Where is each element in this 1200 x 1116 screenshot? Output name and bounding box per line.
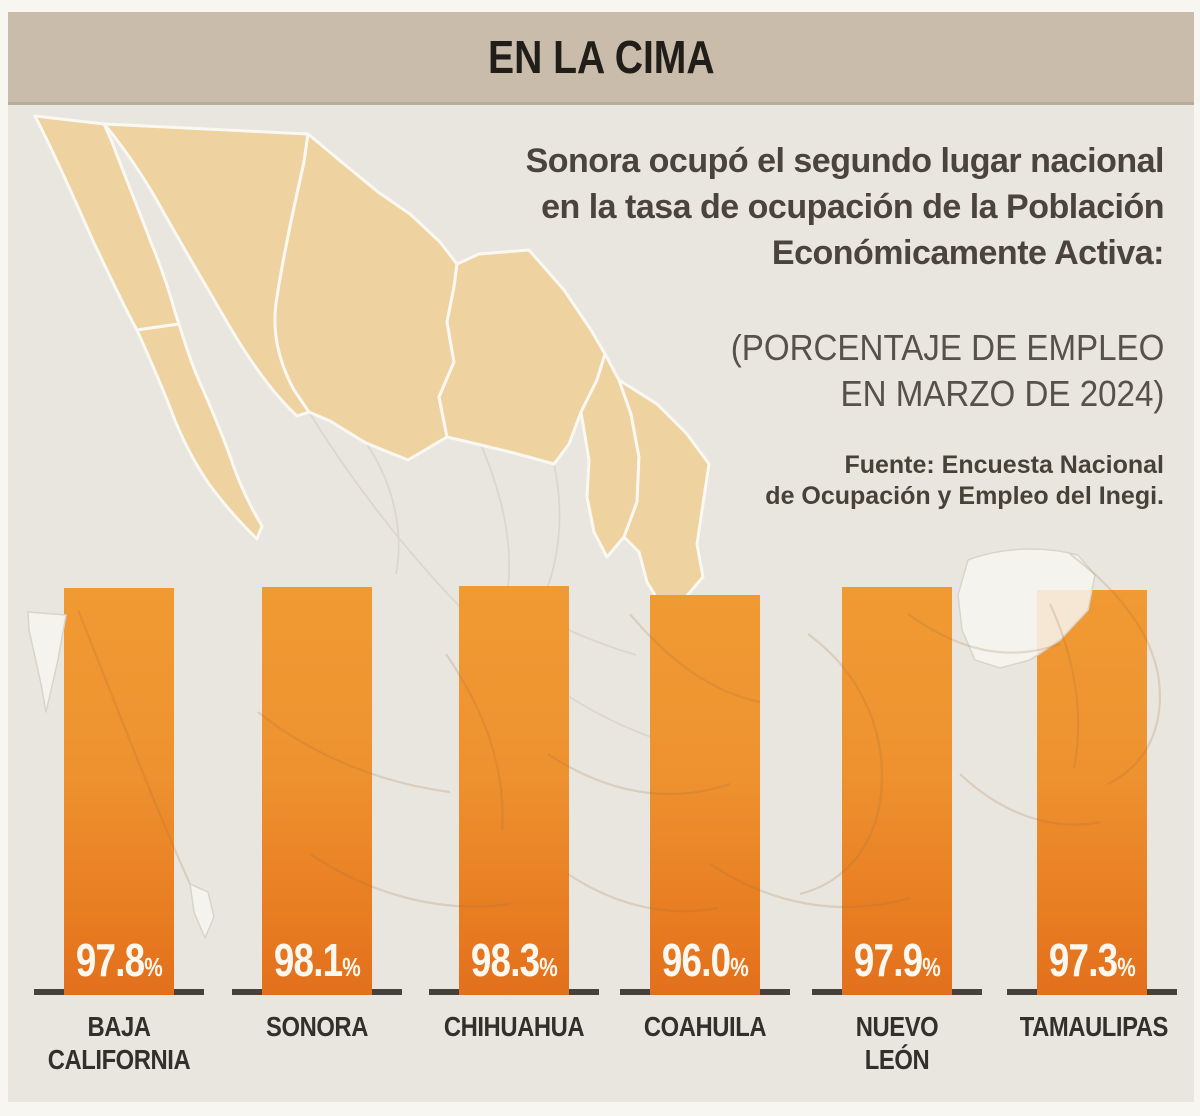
intro-line: Económicamente Activa: xyxy=(771,234,1165,272)
bar: 97.9% xyxy=(842,587,952,995)
state-chihuahua xyxy=(273,132,459,462)
bar-column-sonora: 98.1% SONORA xyxy=(232,582,402,1102)
state-sonora xyxy=(102,122,311,418)
bar: 97.3% xyxy=(1037,590,1147,995)
bar-value: 97.8% xyxy=(75,934,163,986)
bar: 96.0% xyxy=(650,595,760,995)
page-title: EN LA CIMA xyxy=(487,31,715,83)
percent-sign: % xyxy=(921,952,941,982)
bar-value: 98.1% xyxy=(273,934,361,986)
bar-column-nuevo-leon: 97.9% NUEVO LEÓN xyxy=(812,582,982,1102)
qualifier-line: (PORCENTAJE DE EMPLEO xyxy=(730,327,1164,368)
percent-sign: % xyxy=(538,952,558,982)
intro-line: en la tasa de ocupación de la Población xyxy=(541,188,1164,226)
infographic-panel: EN LA CIMA Sonora ocupó el segundo lugar… xyxy=(8,12,1194,1102)
bar-column-chihuahua: 98.3% CHIHUAHUA xyxy=(429,582,599,1102)
qualifier-line: EN MARZO DE 2024) xyxy=(840,373,1164,414)
state-label: COAHUILA xyxy=(643,1011,767,1042)
state-baja-california xyxy=(33,114,181,332)
bar: 98.1% xyxy=(262,587,372,995)
title-band: EN LA CIMA xyxy=(8,12,1194,105)
source-text: Fuente: Encuesta Nacional de Ocupación y… xyxy=(765,450,1164,512)
bar-column-baja-california: 97.8% BAJA CALIFORNIA xyxy=(34,582,204,1102)
percent-sign: % xyxy=(143,952,163,982)
state-nuevo-leon xyxy=(579,352,641,559)
bar-value: 97.3% xyxy=(1048,934,1136,986)
state-coahuila xyxy=(437,248,607,466)
state-label: TAMAULIPAS xyxy=(1019,1011,1169,1042)
bar-value: 96.0% xyxy=(661,934,749,986)
bar-value: 97.9% xyxy=(853,934,941,986)
source-line: Fuente: Encuesta Nacional xyxy=(844,451,1164,479)
bar-column-coahuila: 96.0% COAHUILA xyxy=(620,582,790,1102)
bar-column-tamaulipas: 97.3% TAMAULIPAS xyxy=(1007,582,1177,1102)
qualifier-text: (PORCENTAJE DE EMPLEO EN MARZO DE 2024) xyxy=(693,325,1164,417)
bar: 97.8% xyxy=(64,588,174,995)
intro-line: Sonora ocupó el segundo lugar nacional xyxy=(525,142,1165,180)
percent-sign: % xyxy=(1116,952,1136,982)
state-label: BAJA CALIFORNIA xyxy=(47,1011,191,1075)
bar-value: 98.3% xyxy=(470,934,558,986)
state-label: NUEVO LEÓN xyxy=(855,1011,939,1075)
percent-sign: % xyxy=(729,952,749,982)
state-baja-california-sur xyxy=(135,322,264,541)
source-line: de Ocupación y Empleo del Inegi. xyxy=(765,482,1164,510)
intro-text: Sonora ocupó el segundo lugar nacional e… xyxy=(525,138,1165,276)
state-label: SONORA xyxy=(266,1011,368,1042)
bar: 98.3% xyxy=(459,586,569,995)
state-label: CHIHUAHUA xyxy=(443,1011,585,1042)
percent-sign: % xyxy=(341,952,361,982)
